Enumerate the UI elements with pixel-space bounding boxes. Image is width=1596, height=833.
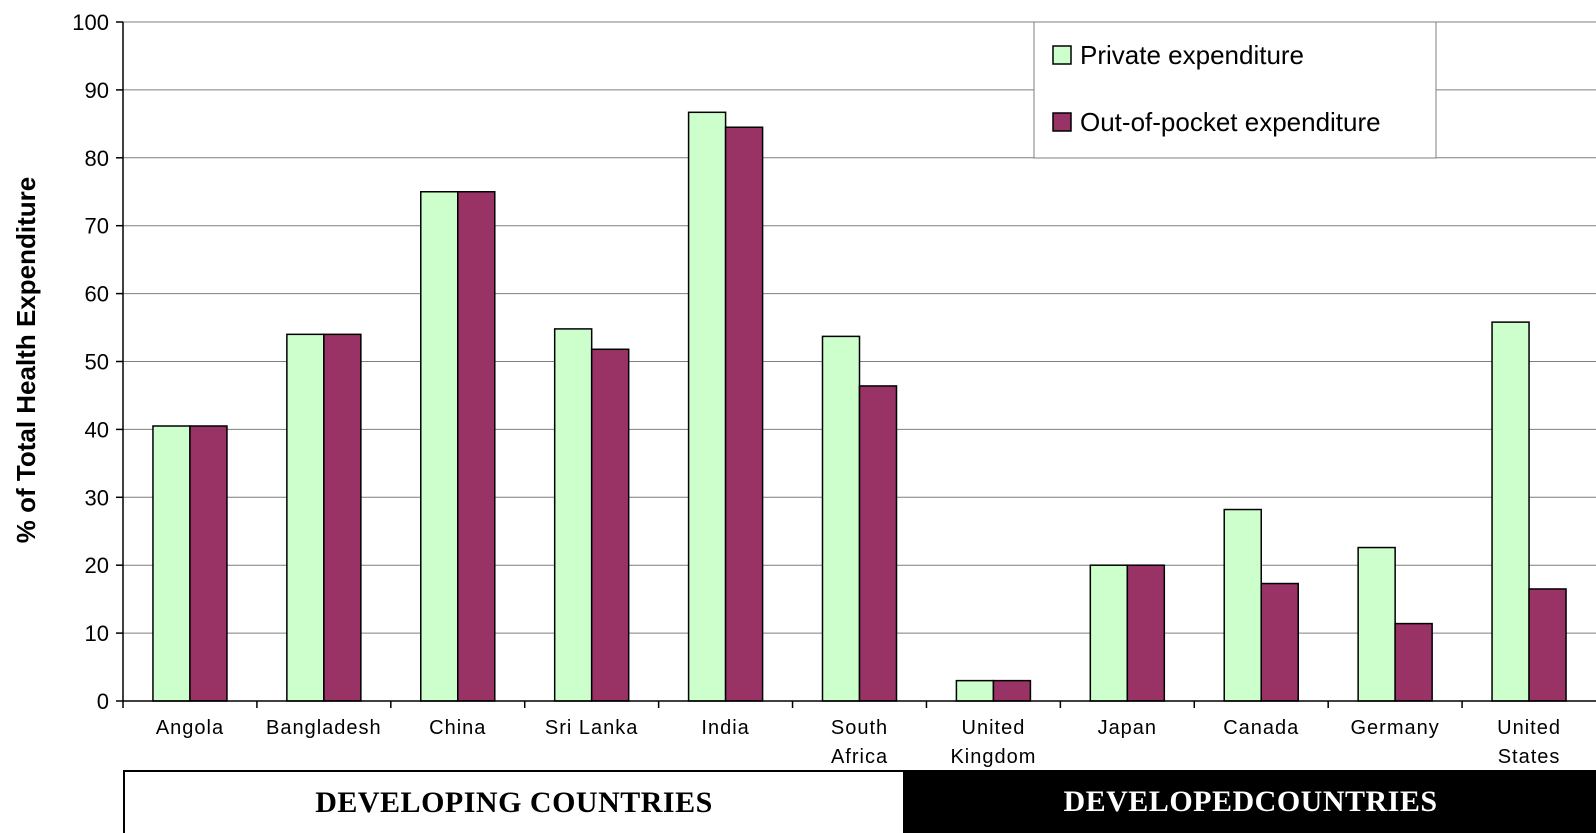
bar-out-of-pocket bbox=[1528, 588, 1567, 702]
bar-private bbox=[152, 425, 191, 702]
legend-box bbox=[1033, 21, 1437, 159]
bar-out-of-pocket bbox=[858, 385, 898, 702]
y-axis-ticks: 0 10 20 30 40 50 60 70 80 90 100 bbox=[72, 10, 123, 714]
bar-private bbox=[1223, 508, 1262, 702]
y-tick-label: 80 bbox=[85, 146, 109, 171]
bar-private bbox=[420, 191, 459, 702]
bar-out-of-pocket bbox=[1260, 582, 1299, 702]
bar-private bbox=[687, 111, 727, 702]
legend: Private expenditure Out-of-pocket expendi… bbox=[1033, 21, 1437, 159]
bar-private bbox=[821, 335, 861, 702]
y-tick-label: 40 bbox=[85, 417, 109, 442]
bar-out-of-pocket bbox=[1394, 622, 1433, 702]
y-tick-label: 60 bbox=[85, 282, 109, 307]
legend-label: Out-of-pocket expenditure bbox=[1080, 107, 1381, 137]
legend-label: Private expenditure bbox=[1080, 40, 1304, 70]
y-tick-label: 30 bbox=[85, 485, 109, 510]
x-tick-label: Germany bbox=[1351, 717, 1440, 739]
bar-out-of-pocket bbox=[590, 348, 630, 702]
bar-chart: 0 10 20 30 40 50 60 70 80 90 100 Angola Bangladesh C… bbox=[11, 10, 1596, 768]
x-tick-label: Bangladesh bbox=[266, 717, 382, 739]
y-tick-label: 0 bbox=[97, 689, 109, 714]
bar-out-of-pocket bbox=[189, 425, 228, 702]
bar-out-of-pocket bbox=[724, 126, 764, 702]
x-tick-label: States bbox=[1498, 746, 1561, 768]
y-tick-label: 10 bbox=[85, 621, 109, 646]
developed-countries-label: DEVELOPEDCOUNTRIES bbox=[1063, 784, 1438, 818]
legend-swatch bbox=[1052, 45, 1072, 65]
x-tick-label: China bbox=[429, 717, 486, 739]
y-tick-label: 90 bbox=[85, 78, 109, 103]
bar-private bbox=[286, 333, 325, 702]
y-tick-label: 20 bbox=[85, 553, 109, 578]
x-tick-label: Canada bbox=[1223, 717, 1299, 739]
x-tick-label: United bbox=[1497, 717, 1561, 739]
bar-out-of-pocket bbox=[992, 679, 1032, 702]
legend-swatch bbox=[1052, 112, 1072, 132]
x-tick-label: Kingdom bbox=[950, 746, 1036, 768]
bars bbox=[152, 111, 1567, 702]
bar-out-of-pocket bbox=[1126, 564, 1166, 702]
developed-countries-band: DEVELOPEDCOUNTRIES bbox=[905, 770, 1596, 833]
y-tick-label: 50 bbox=[85, 350, 109, 375]
y-tick-label: 100 bbox=[72, 10, 109, 35]
axes bbox=[122, 22, 1596, 708]
bar-private bbox=[955, 679, 995, 702]
x-tick-label: South bbox=[831, 717, 888, 739]
x-tick-label: India bbox=[701, 717, 749, 739]
x-axis-labels: Angola Bangladesh China Sri Lanka India South… bbox=[156, 717, 1561, 768]
developing-countries-band: DEVELOPING COUNTRIES bbox=[123, 770, 905, 833]
bar-private bbox=[553, 328, 593, 702]
bar-out-of-pocket bbox=[323, 333, 362, 702]
x-tick-label: Angola bbox=[156, 717, 224, 739]
developing-countries-label: DEVELOPING COUNTRIES bbox=[315, 785, 713, 819]
bar-private bbox=[1089, 564, 1129, 702]
x-tick-label: United bbox=[962, 717, 1026, 739]
x-tick-label: Sri Lanka bbox=[545, 717, 639, 739]
x-tick-label: Japan bbox=[1098, 717, 1158, 739]
x-tick-label: Africa bbox=[831, 746, 888, 768]
bar-out-of-pocket bbox=[457, 191, 496, 702]
y-axis-label: % of Total Health Expenditure bbox=[11, 177, 41, 543]
bar-private bbox=[1357, 546, 1396, 702]
y-tick-label: 70 bbox=[85, 214, 109, 239]
bar-private bbox=[1491, 321, 1530, 702]
